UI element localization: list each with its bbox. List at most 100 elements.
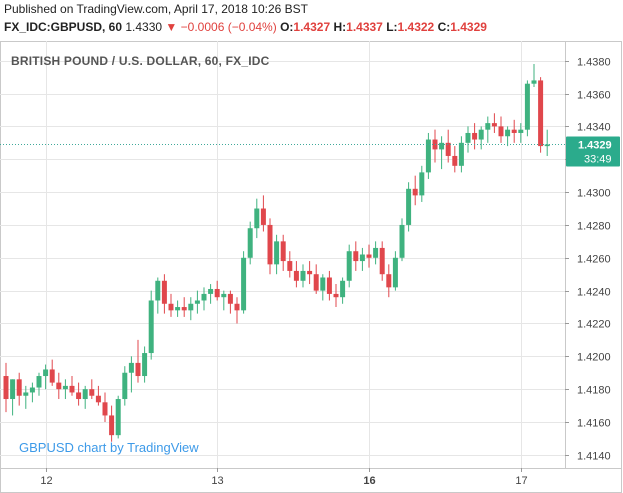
candle-body xyxy=(359,254,365,262)
candle-body xyxy=(208,288,214,294)
candle[interactable] xyxy=(392,251,398,291)
candle[interactable] xyxy=(538,77,544,153)
candle[interactable] xyxy=(161,274,167,314)
candle[interactable] xyxy=(254,198,260,239)
candle[interactable] xyxy=(359,247,365,271)
candle-body xyxy=(538,80,544,147)
candle[interactable] xyxy=(247,221,253,265)
candle[interactable] xyxy=(49,359,55,386)
candle[interactable] xyxy=(465,126,471,153)
candle[interactable] xyxy=(524,80,530,137)
candle[interactable] xyxy=(300,264,306,288)
candle[interactable] xyxy=(10,379,16,416)
candle[interactable] xyxy=(3,362,9,413)
symbol[interactable]: FX_IDC:GBPUSD, 60 xyxy=(4,20,123,34)
candle-body xyxy=(419,172,425,196)
candle-body xyxy=(439,142,445,150)
candle[interactable] xyxy=(82,385,88,409)
candle[interactable] xyxy=(485,116,491,143)
candle[interactable] xyxy=(379,241,385,281)
candle[interactable] xyxy=(439,136,445,170)
candle[interactable] xyxy=(102,392,108,423)
candle[interactable] xyxy=(287,251,293,278)
high-label: H: xyxy=(333,20,347,34)
candle[interactable] xyxy=(234,297,240,324)
candle[interactable] xyxy=(148,290,154,360)
candle[interactable] xyxy=(333,284,339,308)
candle[interactable] xyxy=(214,280,220,301)
candle[interactable] xyxy=(445,129,451,163)
candle[interactable] xyxy=(320,274,326,301)
candle[interactable] xyxy=(307,261,313,285)
candle[interactable] xyxy=(201,287,207,311)
candle[interactable] xyxy=(122,366,128,406)
candle[interactable] xyxy=(353,241,359,271)
candle[interactable] xyxy=(274,234,280,275)
candle[interactable] xyxy=(142,346,148,383)
candlestick-chart[interactable]: 1.43801.43601.43401.43201.43001.42801.42… xyxy=(0,41,622,493)
candle[interactable] xyxy=(23,385,29,409)
candle[interactable] xyxy=(135,339,141,383)
candle[interactable] xyxy=(241,251,247,314)
candle[interactable] xyxy=(115,395,121,439)
candle[interactable] xyxy=(313,264,319,294)
candle[interactable] xyxy=(412,175,418,206)
time-tick-label: 16 xyxy=(363,475,375,487)
candle-body xyxy=(36,376,42,388)
candle[interactable] xyxy=(76,382,82,406)
low-label: L: xyxy=(386,20,398,34)
candle[interactable] xyxy=(221,290,227,311)
candle-body xyxy=(148,300,154,354)
candle[interactable] xyxy=(458,136,464,173)
candle[interactable] xyxy=(531,63,537,87)
candle[interactable] xyxy=(326,270,332,301)
candle[interactable] xyxy=(36,372,42,396)
candle[interactable] xyxy=(366,244,372,268)
candle[interactable] xyxy=(280,234,286,271)
candle[interactable] xyxy=(69,376,75,396)
candle[interactable] xyxy=(518,123,524,143)
candle[interactable] xyxy=(505,126,511,147)
candle[interactable] xyxy=(425,132,431,179)
candle[interactable] xyxy=(346,244,352,288)
candle[interactable] xyxy=(452,146,458,173)
quote-line: FX_IDC:GBPUSD, 60 1.4330 ▼ −0.0006 (−0.0… xyxy=(4,20,487,34)
candle[interactable] xyxy=(373,241,379,265)
candle[interactable] xyxy=(227,290,233,314)
candle[interactable] xyxy=(293,261,299,288)
candle[interactable] xyxy=(95,385,101,406)
candle[interactable] xyxy=(188,297,194,321)
candle[interactable] xyxy=(181,297,187,317)
candle[interactable] xyxy=(498,116,504,143)
candle[interactable] xyxy=(62,379,68,400)
candle[interactable] xyxy=(386,264,392,298)
candle[interactable] xyxy=(260,195,266,232)
candle[interactable] xyxy=(56,372,62,400)
price-change: −0.0006 (−0.04%) xyxy=(180,20,277,34)
candle[interactable] xyxy=(194,290,200,314)
candle[interactable] xyxy=(175,300,181,317)
candle-body xyxy=(399,224,405,258)
candle[interactable] xyxy=(491,113,497,133)
candle[interactable] xyxy=(16,372,22,406)
candle[interactable] xyxy=(472,123,478,150)
candle-body xyxy=(452,155,458,166)
candle[interactable] xyxy=(43,364,49,390)
candle[interactable] xyxy=(478,126,484,150)
tradingview-watermark[interactable]: GBPUSD chart by TradingView xyxy=(19,440,199,455)
candle[interactable] xyxy=(89,379,95,400)
candle[interactable] xyxy=(29,382,35,403)
candle[interactable] xyxy=(511,119,517,143)
candle[interactable] xyxy=(208,284,214,304)
candle[interactable] xyxy=(340,277,346,304)
candle-body xyxy=(412,188,418,196)
candle[interactable] xyxy=(399,218,405,262)
candle[interactable] xyxy=(128,356,134,393)
candle[interactable] xyxy=(544,129,550,156)
candle[interactable] xyxy=(267,218,273,275)
candle[interactable] xyxy=(155,277,161,314)
candle[interactable] xyxy=(419,165,425,202)
candle[interactable] xyxy=(168,293,174,317)
candle[interactable] xyxy=(406,182,412,232)
candle[interactable] xyxy=(109,405,115,442)
